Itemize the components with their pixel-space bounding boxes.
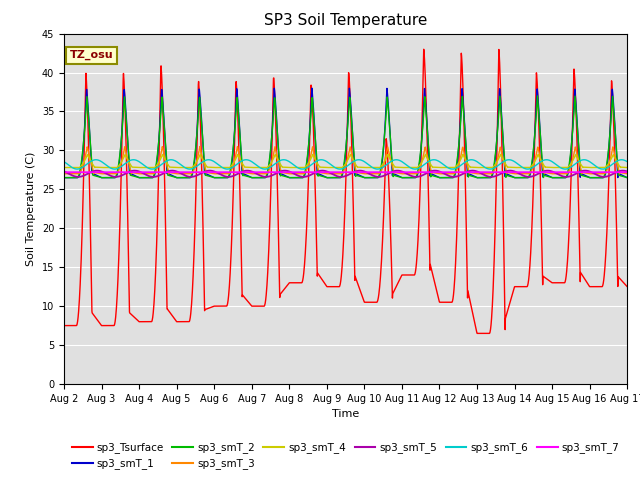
Line: sp3_smT_1: sp3_smT_1 bbox=[64, 88, 627, 178]
sp3_smT_3 bbox=[374, 171, 382, 177]
sp3_smT_1 bbox=[308, 85, 316, 91]
Text: TZ_osu: TZ_osu bbox=[70, 50, 113, 60]
sp3_smT_1 bbox=[374, 175, 382, 180]
sp3_Tsurface bbox=[574, 172, 582, 178]
sp3_smT_3 bbox=[623, 171, 631, 177]
Line: sp3_Tsurface: sp3_Tsurface bbox=[64, 49, 627, 334]
sp3_Tsurface bbox=[420, 47, 428, 52]
Line: sp3_smT_6: sp3_smT_6 bbox=[64, 160, 627, 169]
sp3_smT_1 bbox=[574, 127, 582, 133]
sp3_smT_3 bbox=[574, 154, 582, 159]
sp3_smT_2 bbox=[374, 175, 382, 180]
sp3_Tsurface bbox=[60, 323, 68, 328]
sp3_smT_2 bbox=[589, 175, 597, 180]
sp3_smT_2 bbox=[574, 129, 582, 134]
sp3_smT_1 bbox=[362, 175, 370, 180]
sp3_smT_4 bbox=[623, 165, 631, 170]
sp3_smT_4 bbox=[574, 156, 582, 162]
sp3_smT_5 bbox=[574, 170, 582, 176]
sp3_smT_5 bbox=[589, 170, 597, 176]
sp3_smT_1 bbox=[509, 174, 517, 180]
Legend: sp3_Tsurface, sp3_smT_1, sp3_smT_2, sp3_smT_3, sp3_smT_4, sp3_smT_5, sp3_smT_6, : sp3_Tsurface, sp3_smT_1, sp3_smT_2, sp3_… bbox=[68, 438, 623, 474]
sp3_smT_7 bbox=[362, 169, 370, 175]
sp3_smT_2 bbox=[509, 174, 517, 180]
sp3_smT_2 bbox=[534, 93, 541, 99]
sp3_smT_3 bbox=[362, 171, 370, 177]
sp3_smT_3 bbox=[509, 171, 517, 177]
sp3_smT_6 bbox=[510, 158, 518, 164]
sp3_smT_4 bbox=[509, 165, 517, 170]
sp3_smT_1 bbox=[589, 175, 597, 180]
sp3_Tsurface bbox=[589, 284, 597, 289]
sp3_smT_3 bbox=[196, 144, 204, 149]
sp3_smT_7 bbox=[374, 169, 382, 175]
Line: sp3_smT_5: sp3_smT_5 bbox=[64, 171, 627, 177]
Title: SP3 Soil Temperature: SP3 Soil Temperature bbox=[264, 13, 428, 28]
sp3_smT_7 bbox=[60, 169, 68, 175]
sp3_smT_4 bbox=[589, 165, 597, 170]
sp3_smT_3 bbox=[60, 171, 68, 177]
sp3_Tsurface bbox=[510, 287, 518, 292]
sp3_Tsurface bbox=[474, 331, 481, 336]
sp3_smT_1 bbox=[623, 175, 631, 180]
sp3_smT_5 bbox=[510, 168, 518, 174]
sp3_smT_7 bbox=[623, 169, 631, 175]
sp3_Tsurface bbox=[362, 300, 370, 305]
sp3_smT_5 bbox=[362, 169, 370, 175]
sp3_smT_5 bbox=[217, 172, 225, 178]
sp3_smT_2 bbox=[217, 175, 225, 180]
sp3_smT_4 bbox=[217, 165, 225, 170]
Line: sp3_smT_2: sp3_smT_2 bbox=[64, 96, 627, 178]
sp3_smT_6 bbox=[623, 159, 631, 165]
sp3_smT_6 bbox=[217, 164, 225, 169]
sp3_smT_2 bbox=[362, 175, 370, 180]
sp3_smT_7 bbox=[573, 169, 581, 175]
Line: sp3_smT_4: sp3_smT_4 bbox=[64, 154, 627, 168]
sp3_smT_5 bbox=[450, 174, 458, 180]
sp3_smT_7 bbox=[217, 169, 225, 175]
sp3_smT_5 bbox=[60, 168, 68, 174]
Line: sp3_smT_3: sp3_smT_3 bbox=[64, 146, 627, 174]
sp3_smT_6 bbox=[589, 162, 597, 168]
sp3_Tsurface bbox=[374, 296, 382, 302]
sp3_smT_6 bbox=[574, 159, 582, 165]
sp3_Tsurface bbox=[623, 284, 631, 289]
sp3_smT_7 bbox=[589, 169, 597, 175]
sp3_smT_3 bbox=[218, 171, 225, 177]
sp3_smT_2 bbox=[60, 175, 68, 180]
X-axis label: Time: Time bbox=[332, 409, 359, 419]
sp3_smT_6 bbox=[280, 157, 287, 163]
sp3_smT_2 bbox=[623, 175, 631, 180]
sp3_smT_6 bbox=[299, 166, 307, 172]
sp3_smT_1 bbox=[217, 175, 225, 180]
sp3_smT_4 bbox=[362, 165, 370, 170]
sp3_smT_5 bbox=[623, 168, 631, 174]
sp3_smT_6 bbox=[60, 159, 68, 165]
sp3_Tsurface bbox=[217, 303, 225, 309]
sp3_smT_7 bbox=[509, 169, 517, 175]
sp3_smT_4 bbox=[374, 165, 382, 170]
sp3_smT_4 bbox=[60, 165, 68, 170]
Y-axis label: Soil Temperature (C): Soil Temperature (C) bbox=[26, 152, 36, 266]
sp3_smT_3 bbox=[589, 171, 597, 177]
sp3_smT_4 bbox=[460, 151, 467, 157]
sp3_smT_5 bbox=[468, 168, 476, 174]
sp3_smT_5 bbox=[374, 174, 382, 180]
sp3_smT_6 bbox=[375, 166, 383, 172]
sp3_smT_1 bbox=[60, 175, 68, 180]
sp3_smT_6 bbox=[362, 160, 370, 166]
